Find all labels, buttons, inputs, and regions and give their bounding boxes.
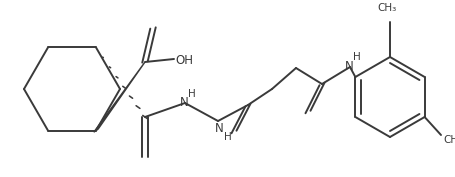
Text: N: N — [214, 121, 223, 135]
Text: H: H — [352, 52, 360, 62]
Text: N: N — [344, 61, 353, 73]
Text: CH₃: CH₃ — [442, 135, 455, 145]
Text: H: H — [188, 89, 196, 99]
Text: H: H — [224, 132, 231, 142]
Text: OH: OH — [175, 53, 192, 67]
Text: N: N — [179, 96, 188, 110]
Text: CH₃: CH₃ — [377, 3, 396, 13]
Polygon shape — [94, 62, 145, 132]
